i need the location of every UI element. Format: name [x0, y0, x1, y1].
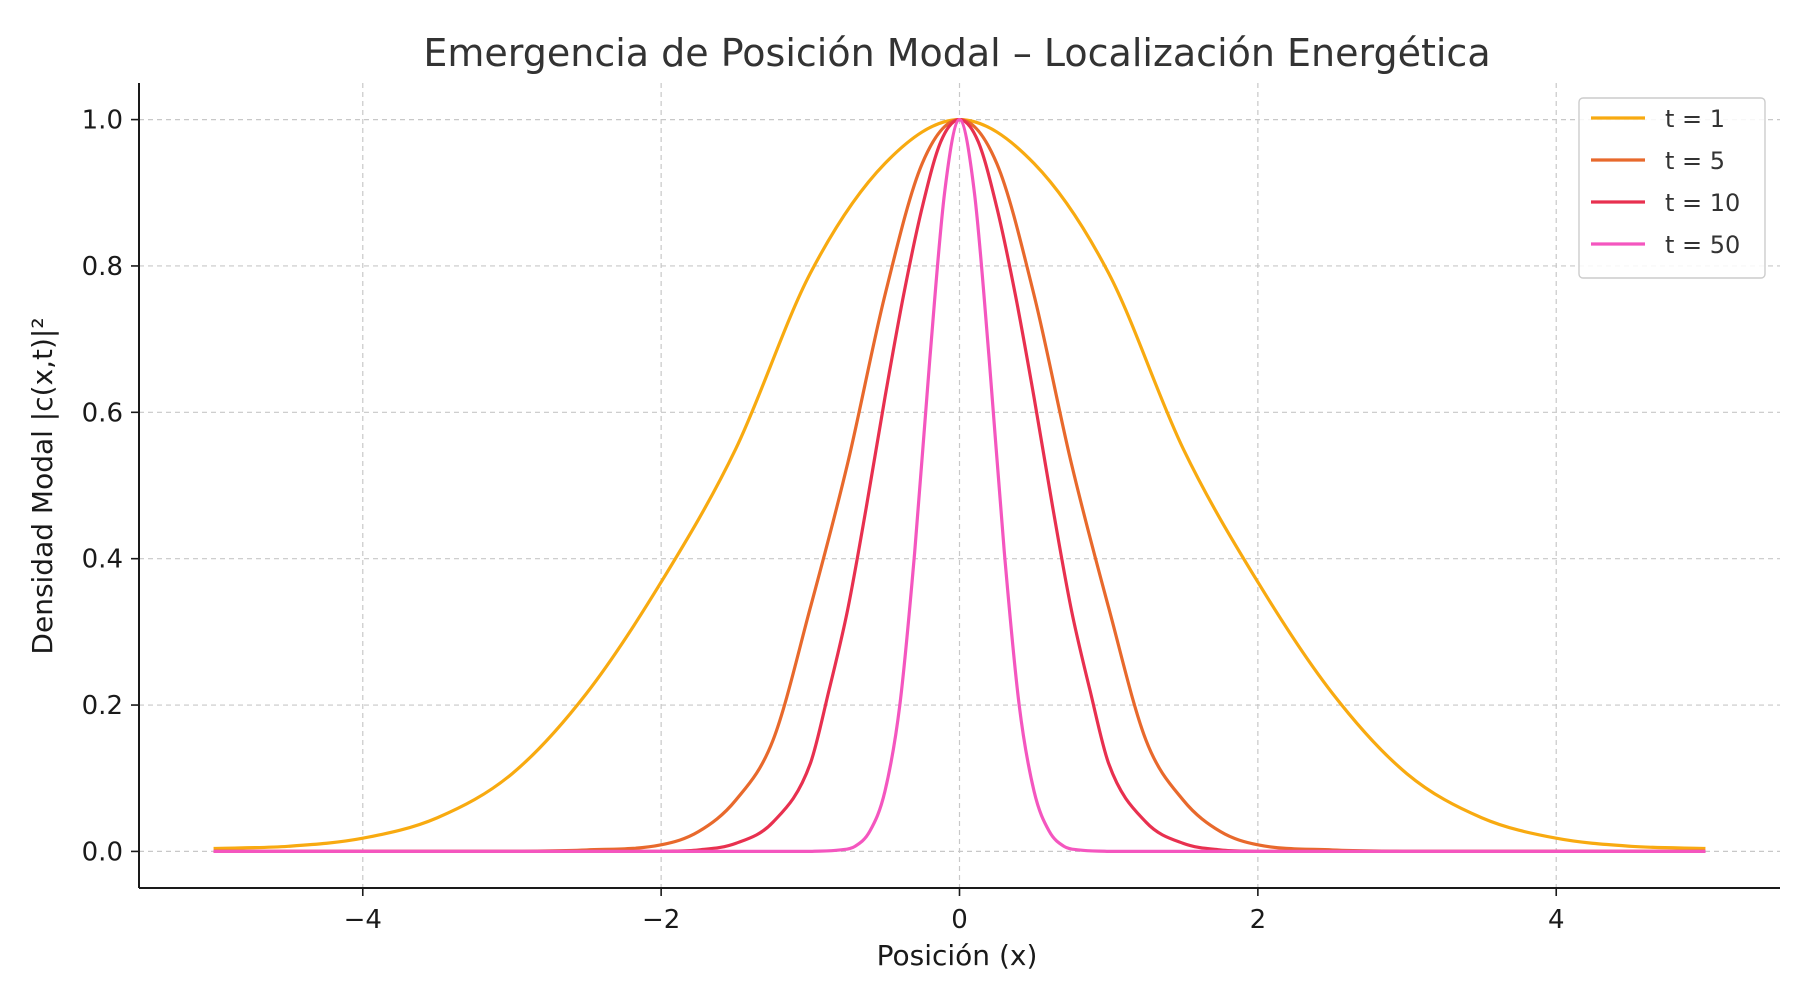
- legend-box: [1578, 97, 1766, 279]
- series-line-4: [213, 117, 1706, 854]
- legend-label: t = 50: [1665, 231, 1740, 259]
- x-axis-label: Posición (x): [877, 939, 1038, 972]
- legend-label: t = 5: [1665, 147, 1725, 175]
- y-tick-label: 0.4: [82, 545, 123, 575]
- chart-title: Emergencia de Posición Modal – Localizac…: [423, 31, 1490, 75]
- x-tick-label: 0: [951, 905, 968, 935]
- x-tick-label: −4: [344, 905, 382, 935]
- legend-label: t = 10: [1665, 189, 1740, 217]
- grid-layer: [139, 83, 1780, 888]
- y-tick-label: 1.0: [82, 106, 123, 136]
- legend: t = 1 t = 5 t = 10 t = 50: [1578, 97, 1766, 279]
- x-tick-label: 4: [1548, 905, 1565, 935]
- x-tick-label: 2: [1250, 905, 1267, 935]
- x-tick-label: −2: [642, 905, 680, 935]
- y-axis-label: Densidad Modal |c(x,t)|²: [26, 317, 59, 654]
- y-tick-label: 0.2: [82, 691, 123, 721]
- ticks-layer: −4 −2 0 2 4 0.0 0.2 0.4 0.6 0.8 1.0: [82, 106, 1565, 935]
- y-tick-label: 0.6: [82, 398, 123, 428]
- y-tick-label: 0.0: [82, 837, 123, 867]
- legend-label: t = 1: [1665, 105, 1725, 133]
- series-layer: [213, 117, 1706, 854]
- y-tick-label: 0.8: [82, 252, 123, 282]
